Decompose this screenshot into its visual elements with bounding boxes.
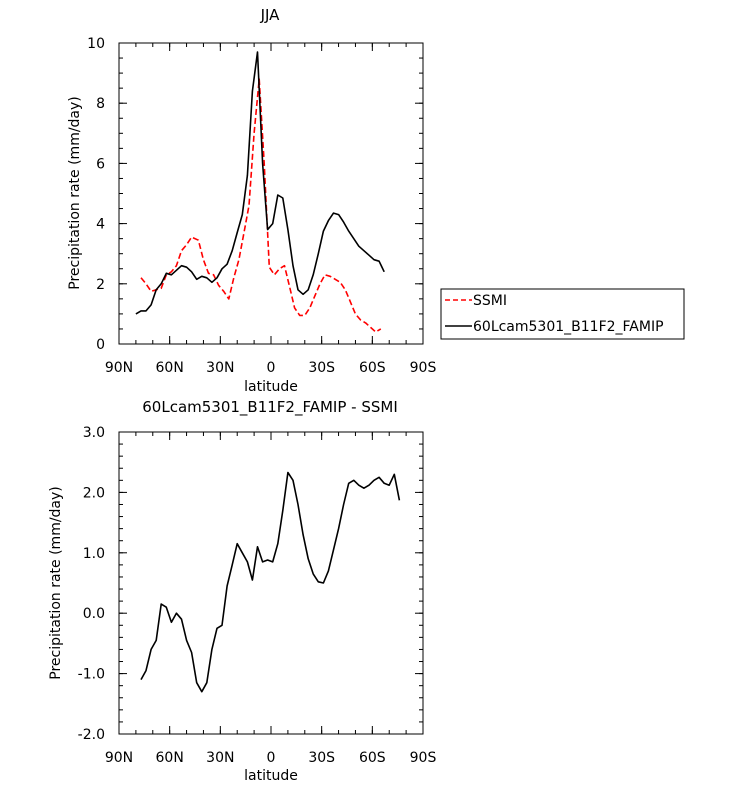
y-tick-label: 1.0 — [83, 546, 105, 562]
x-tick-label: 0 — [267, 360, 276, 376]
y-tick-label: 0 — [96, 337, 105, 353]
series-lines — [135, 51, 385, 333]
x-tick-label: 30N — [206, 750, 234, 766]
y-tick-label: 6 — [96, 156, 105, 172]
plot-frame — [118, 42, 424, 345]
legend-box — [440, 288, 685, 340]
y-axis-label: Precipitation rate (mm/day) — [48, 486, 64, 680]
y-tick-label: 3.0 — [83, 425, 105, 441]
y-tick-label: 8 — [96, 96, 105, 112]
x-tick-label: 60N — [156, 750, 184, 766]
x-tick-label: 30S — [308, 360, 335, 376]
legend-label-model: 60Lcam5301_B11F2_FAMIP — [473, 319, 664, 335]
ticks: 90N 60N 30N 0 30S 60S 90S -2.0 -1.0 0.0 1.0 2.0 3.0 — [78, 425, 437, 766]
x-tick-label: 0 — [267, 750, 276, 766]
y-tick-label: -1.0 — [78, 667, 105, 683]
ticks: 90N 60N 30N 0 30S 60S 90S 0 2 4 6 8 10 — [87, 36, 436, 376]
panel-difference: 60Lcam5301_B11F2_FAMIP - SSMI 90N 60N 30N 0… — [48, 398, 436, 784]
series-line-60lcam5301-b11f2-famip — [135, 51, 385, 315]
y-tick-label: 2 — [96, 277, 105, 293]
series-line-ssmi — [140, 78, 382, 333]
x-tick-label: 90N — [105, 750, 133, 766]
x-axis-label: latitude — [244, 379, 298, 395]
y-tick-label: 0.0 — [83, 606, 105, 622]
y-tick-label: 10 — [87, 36, 105, 52]
x-tick-label: 90N — [105, 360, 133, 376]
x-tick-label: 60N — [156, 360, 184, 376]
x-tick-label: 30S — [308, 750, 335, 766]
y-tick-label: 4 — [96, 217, 105, 233]
y-axis-label: Precipitation rate (mm/day) — [67, 96, 83, 290]
series-line-difference — [140, 471, 401, 693]
chart-title: JJA — [260, 6, 281, 24]
series-lines — [140, 471, 401, 693]
x-tick-label: 60S — [359, 750, 386, 766]
legend: SSMI 60Lcam5301_B11F2_FAMIP — [440, 288, 685, 340]
y-tick-label: -2.0 — [78, 727, 105, 743]
x-axis-label: latitude — [244, 768, 298, 784]
x-tick-label: 60S — [359, 360, 386, 376]
x-tick-label: 90S — [410, 750, 437, 766]
chart-title: 60Lcam5301_B11F2_FAMIP - SSMI — [142, 398, 398, 417]
x-tick-label: 90S — [410, 360, 437, 376]
y-tick-label: 2.0 — [83, 485, 105, 501]
x-tick-label: 30N — [206, 360, 234, 376]
plot-frame — [118, 431, 424, 735]
legend-label-ssmi: SSMI — [473, 293, 507, 309]
